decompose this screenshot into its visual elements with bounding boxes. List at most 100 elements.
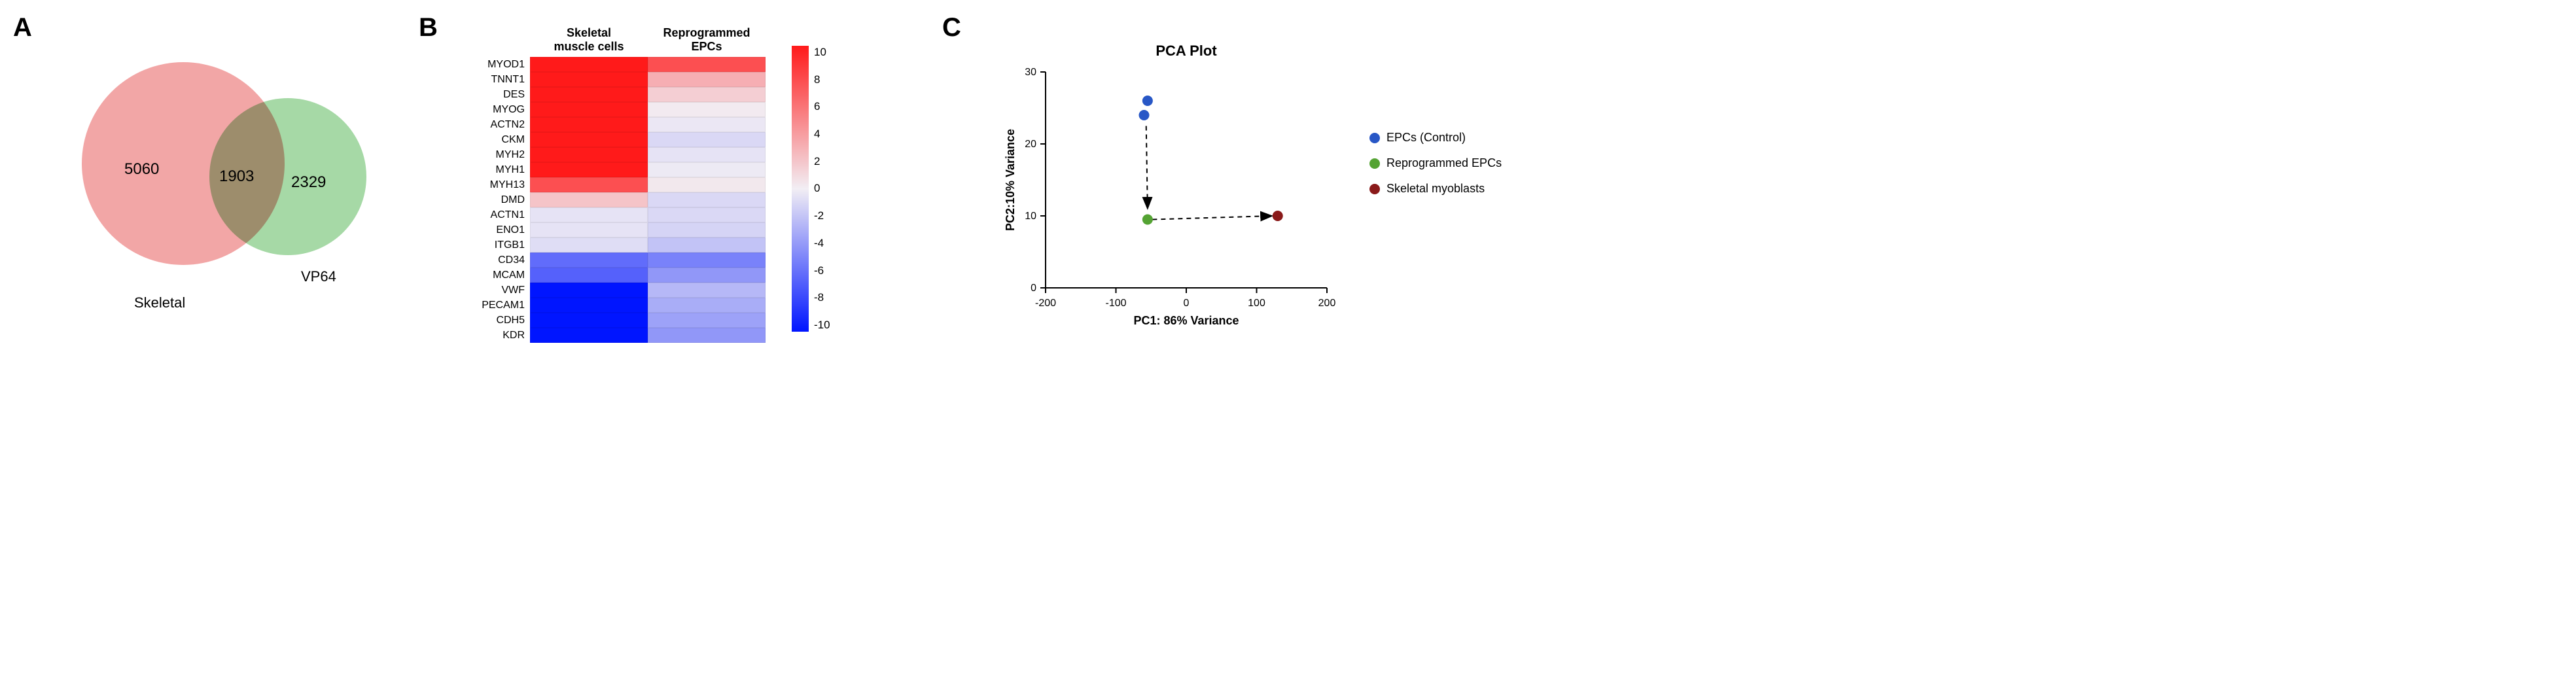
heatmap-cell bbox=[648, 192, 766, 207]
heatmap-colorbar-gradient bbox=[792, 46, 809, 332]
pca-title: PCA Plot bbox=[1156, 43, 1217, 59]
heatmap-gene-label: ACTN1 bbox=[471, 207, 530, 222]
heatmap-cell bbox=[648, 177, 766, 192]
x-tick-label: -100 bbox=[1105, 298, 1126, 309]
heatmap-gene-label: ITGB1 bbox=[471, 237, 530, 253]
pca-legend-item: EPCs (Control) bbox=[1369, 131, 1502, 145]
y-tick-label: 0 bbox=[1031, 283, 1036, 294]
y-tick-label: 20 bbox=[1025, 139, 1036, 150]
heatmap-gene-label: MYOD1 bbox=[471, 57, 530, 72]
legend-label: Reprogrammed EPCs bbox=[1386, 156, 1502, 170]
legend-marker bbox=[1369, 158, 1380, 169]
y-tick-label: 30 bbox=[1025, 67, 1036, 78]
heatmap-cell bbox=[648, 132, 766, 147]
x-tick-label: -200 bbox=[1035, 298, 1056, 309]
heatmap-cell bbox=[530, 328, 648, 343]
heatmap-cell bbox=[648, 117, 766, 132]
heatmap-cell bbox=[648, 328, 766, 343]
y-tick-label: 10 bbox=[1025, 211, 1036, 222]
venn-count-skeletal: 5060 bbox=[124, 160, 159, 179]
heatmap-gene-label: TNNT1 bbox=[471, 72, 530, 87]
pca-legend-item: Skeletal myoblasts bbox=[1369, 182, 1502, 196]
heatmap-cell bbox=[530, 313, 648, 328]
heatmap-cell bbox=[648, 147, 766, 162]
heatmap-cell bbox=[530, 132, 648, 147]
pca-legend-item: Reprogrammed EPCs bbox=[1369, 156, 1502, 170]
heatmap-cell bbox=[648, 102, 766, 117]
panel-b: B Skeletalmuscle cellsReprogrammedEPCs M… bbox=[419, 20, 903, 360]
pca-arrow bbox=[1152, 216, 1272, 220]
colorbar-tick: -8 bbox=[814, 291, 830, 304]
panel-a: A 5060 1903 2329 Skeletal VP64 bbox=[13, 20, 379, 360]
colorbar-tick: 2 bbox=[814, 155, 830, 168]
venn-diagram: 5060 1903 2329 Skeletal VP64 bbox=[79, 52, 366, 314]
heatmap-cell bbox=[530, 57, 648, 72]
colorbar-tick: -2 bbox=[814, 209, 830, 222]
heatmap-gene-label: PECAM1 bbox=[471, 298, 530, 313]
legend-label: EPCs (Control) bbox=[1386, 131, 1466, 145]
heatmap-cell bbox=[530, 283, 648, 298]
panel-a-label: A bbox=[13, 13, 32, 43]
heatmap-gene-label: CDH5 bbox=[471, 313, 530, 328]
heatmap-cell bbox=[530, 87, 648, 102]
heatmap-gene-label: KDR bbox=[471, 328, 530, 343]
heatmap-cell bbox=[530, 147, 648, 162]
heatmap-cell bbox=[530, 162, 648, 177]
heatmap-grid: MYOD1TNNT1DESMYOGACTN2CKMMYH2MYH1MYH13DM… bbox=[471, 57, 766, 343]
heatmap-cell bbox=[530, 177, 648, 192]
heatmap-cell bbox=[530, 192, 648, 207]
heatmap-gene-label: ENO1 bbox=[471, 222, 530, 237]
heatmap-cell bbox=[648, 87, 766, 102]
colorbar-tick: 0 bbox=[814, 182, 830, 195]
venn-label-vp64: VP64 bbox=[301, 268, 336, 285]
heatmap-gene-label: MYH2 bbox=[471, 147, 530, 162]
pca-point bbox=[1139, 110, 1150, 120]
colorbar-tick: -4 bbox=[814, 237, 830, 250]
heatmap-cell bbox=[530, 102, 648, 117]
heatmap-cell bbox=[530, 72, 648, 87]
heatmap-cell bbox=[530, 237, 648, 253]
x-axis-label: PC1: 86% Variance bbox=[1133, 314, 1239, 327]
venn-count-overlap: 1903 bbox=[219, 167, 254, 186]
colorbar-tick: -6 bbox=[814, 264, 830, 277]
heatmap-gene-label: VWF bbox=[471, 283, 530, 298]
heatmap-cell bbox=[648, 283, 766, 298]
heatmap-cell bbox=[530, 253, 648, 268]
colorbar-tick: 10 bbox=[814, 46, 830, 59]
x-tick-label: 100 bbox=[1248, 298, 1265, 309]
heatmap-colorbar: 1086420-2-4-6-8-10 bbox=[792, 46, 830, 332]
heatmap-cell bbox=[648, 207, 766, 222]
heatmap-gene-label: ACTN2 bbox=[471, 117, 530, 132]
pca-svg: PCA Plot-200-10001002000102030PC1: 86% V… bbox=[1001, 39, 1337, 334]
pca-point bbox=[1273, 211, 1283, 221]
heatmap-col-reprogrammed bbox=[648, 57, 766, 343]
heatmap-gene-label: MYH13 bbox=[471, 177, 530, 192]
pca-plot: PCA Plot-200-10001002000102030PC1: 86% V… bbox=[1001, 39, 1337, 337]
heatmap-cell bbox=[648, 237, 766, 253]
heatmap-cell bbox=[648, 72, 766, 87]
heatmap-column-headers: Skeletalmuscle cellsReprogrammedEPCs bbox=[530, 26, 766, 53]
panel-b-label: B bbox=[419, 13, 438, 43]
heatmap-colorbar-ticks: 1086420-2-4-6-8-10 bbox=[814, 46, 830, 332]
y-axis-label: PC2:10% Variance bbox=[1004, 129, 1017, 231]
heatmap-cell bbox=[648, 313, 766, 328]
heatmap-cell bbox=[530, 298, 648, 313]
colorbar-tick: 6 bbox=[814, 100, 830, 113]
pca-point bbox=[1142, 96, 1153, 106]
heatmap-cell bbox=[648, 57, 766, 72]
heatmap-gene-label: CD34 bbox=[471, 253, 530, 268]
legend-label: Skeletal myoblasts bbox=[1386, 182, 1485, 196]
heatmap-cell bbox=[530, 268, 648, 283]
heatmap-cell bbox=[648, 298, 766, 313]
heatmap-cell bbox=[530, 207, 648, 222]
pca-point bbox=[1142, 215, 1153, 225]
heatmap-gene-label: CKM bbox=[471, 132, 530, 147]
heatmap-col-header: Skeletalmuscle cells bbox=[530, 26, 648, 53]
colorbar-tick: 4 bbox=[814, 128, 830, 141]
heatmap-gene-label: DMD bbox=[471, 192, 530, 207]
heatmap-gene-label: MYOG bbox=[471, 102, 530, 117]
colorbar-tick: -10 bbox=[814, 319, 830, 332]
x-tick-label: 0 bbox=[1184, 298, 1190, 309]
heatmap-gene-label: DES bbox=[471, 87, 530, 102]
heatmap-gene-label: MCAM bbox=[471, 268, 530, 283]
